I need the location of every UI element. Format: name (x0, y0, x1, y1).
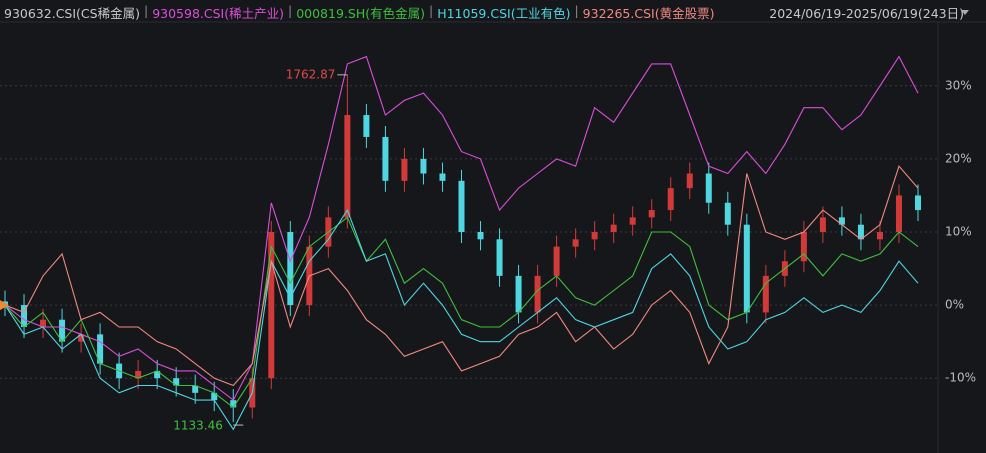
candle-body (363, 115, 370, 137)
candle-body (59, 319, 66, 342)
candle-body (667, 188, 674, 211)
candle-body (458, 180, 465, 232)
series-line (4, 208, 919, 431)
legend-entry: 932265.CSI(黄金股票) (582, 6, 715, 21)
candle-body (420, 158, 427, 174)
candle-body (686, 173, 693, 189)
legend-entry: 930632.CSI(CS稀金属) (4, 6, 140, 21)
candle-body (173, 378, 180, 386)
candle-body (382, 136, 389, 181)
candle-body (895, 195, 902, 232)
candle-body (724, 202, 731, 225)
legend-entry: 930598.CSI(稀土产业) (152, 6, 284, 21)
candle-body (135, 370, 142, 379)
candle-body (154, 370, 161, 379)
legend-separator: | (287, 3, 293, 18)
candle-body (534, 275, 541, 313)
candle-body (876, 232, 883, 240)
series-line (4, 216, 919, 409)
candle-body (572, 239, 579, 247)
candle-body (344, 115, 351, 218)
candle-body (21, 305, 28, 328)
candle-body (553, 246, 560, 276)
candle-body (477, 232, 484, 240)
dropdown-icon[interactable] (961, 10, 969, 15)
max-label: 1762.87 (286, 67, 336, 81)
y-tick-label: 20% (945, 151, 972, 165)
y-tick-label: 10% (945, 225, 972, 239)
y-tick-label: 0% (945, 298, 964, 312)
candle-body (211, 392, 218, 401)
y-tick-label: -10% (945, 371, 976, 385)
candle-body (515, 275, 522, 313)
candle-body (401, 158, 408, 181)
candle-body (97, 334, 104, 364)
y-tick-label: 30% (945, 78, 972, 92)
candle-body (705, 173, 712, 203)
legend-separator: | (574, 3, 579, 18)
candle-body (819, 217, 826, 232)
series-line (4, 55, 919, 401)
candle-body (591, 232, 598, 240)
candle-body (915, 195, 921, 211)
legend-separator: | (143, 3, 149, 18)
candle-body (40, 319, 47, 328)
candle-body (648, 210, 655, 218)
legend-separator: | (428, 3, 434, 18)
candle-body (762, 275, 769, 313)
candle-body (268, 232, 275, 379)
candle-body (439, 173, 446, 181)
start-marker (0, 300, 9, 311)
candle-body (230, 400, 237, 408)
candle-body (610, 224, 617, 232)
candle-body (857, 224, 864, 240)
candle-body (78, 334, 85, 342)
candle-body (192, 385, 199, 393)
legend: 930632.CSI(CS稀金属) | 930598.CSI(稀土产业) | 00081… (4, 3, 714, 21)
legend-entry: 000819.SH(有色金属) (296, 6, 425, 21)
candle-body (287, 232, 294, 306)
min-label: 1133.46 (173, 419, 223, 433)
date-range: 2024/06/19-2025/06/19(243日) (769, 6, 964, 21)
series-line (4, 165, 919, 387)
candle-body (629, 217, 636, 225)
candle-body (743, 224, 750, 313)
candle-body (496, 239, 503, 276)
candle-body (838, 217, 845, 225)
candle-body (800, 232, 807, 262)
legend-entry: H11059.CSI(工业有色) (437, 6, 571, 21)
